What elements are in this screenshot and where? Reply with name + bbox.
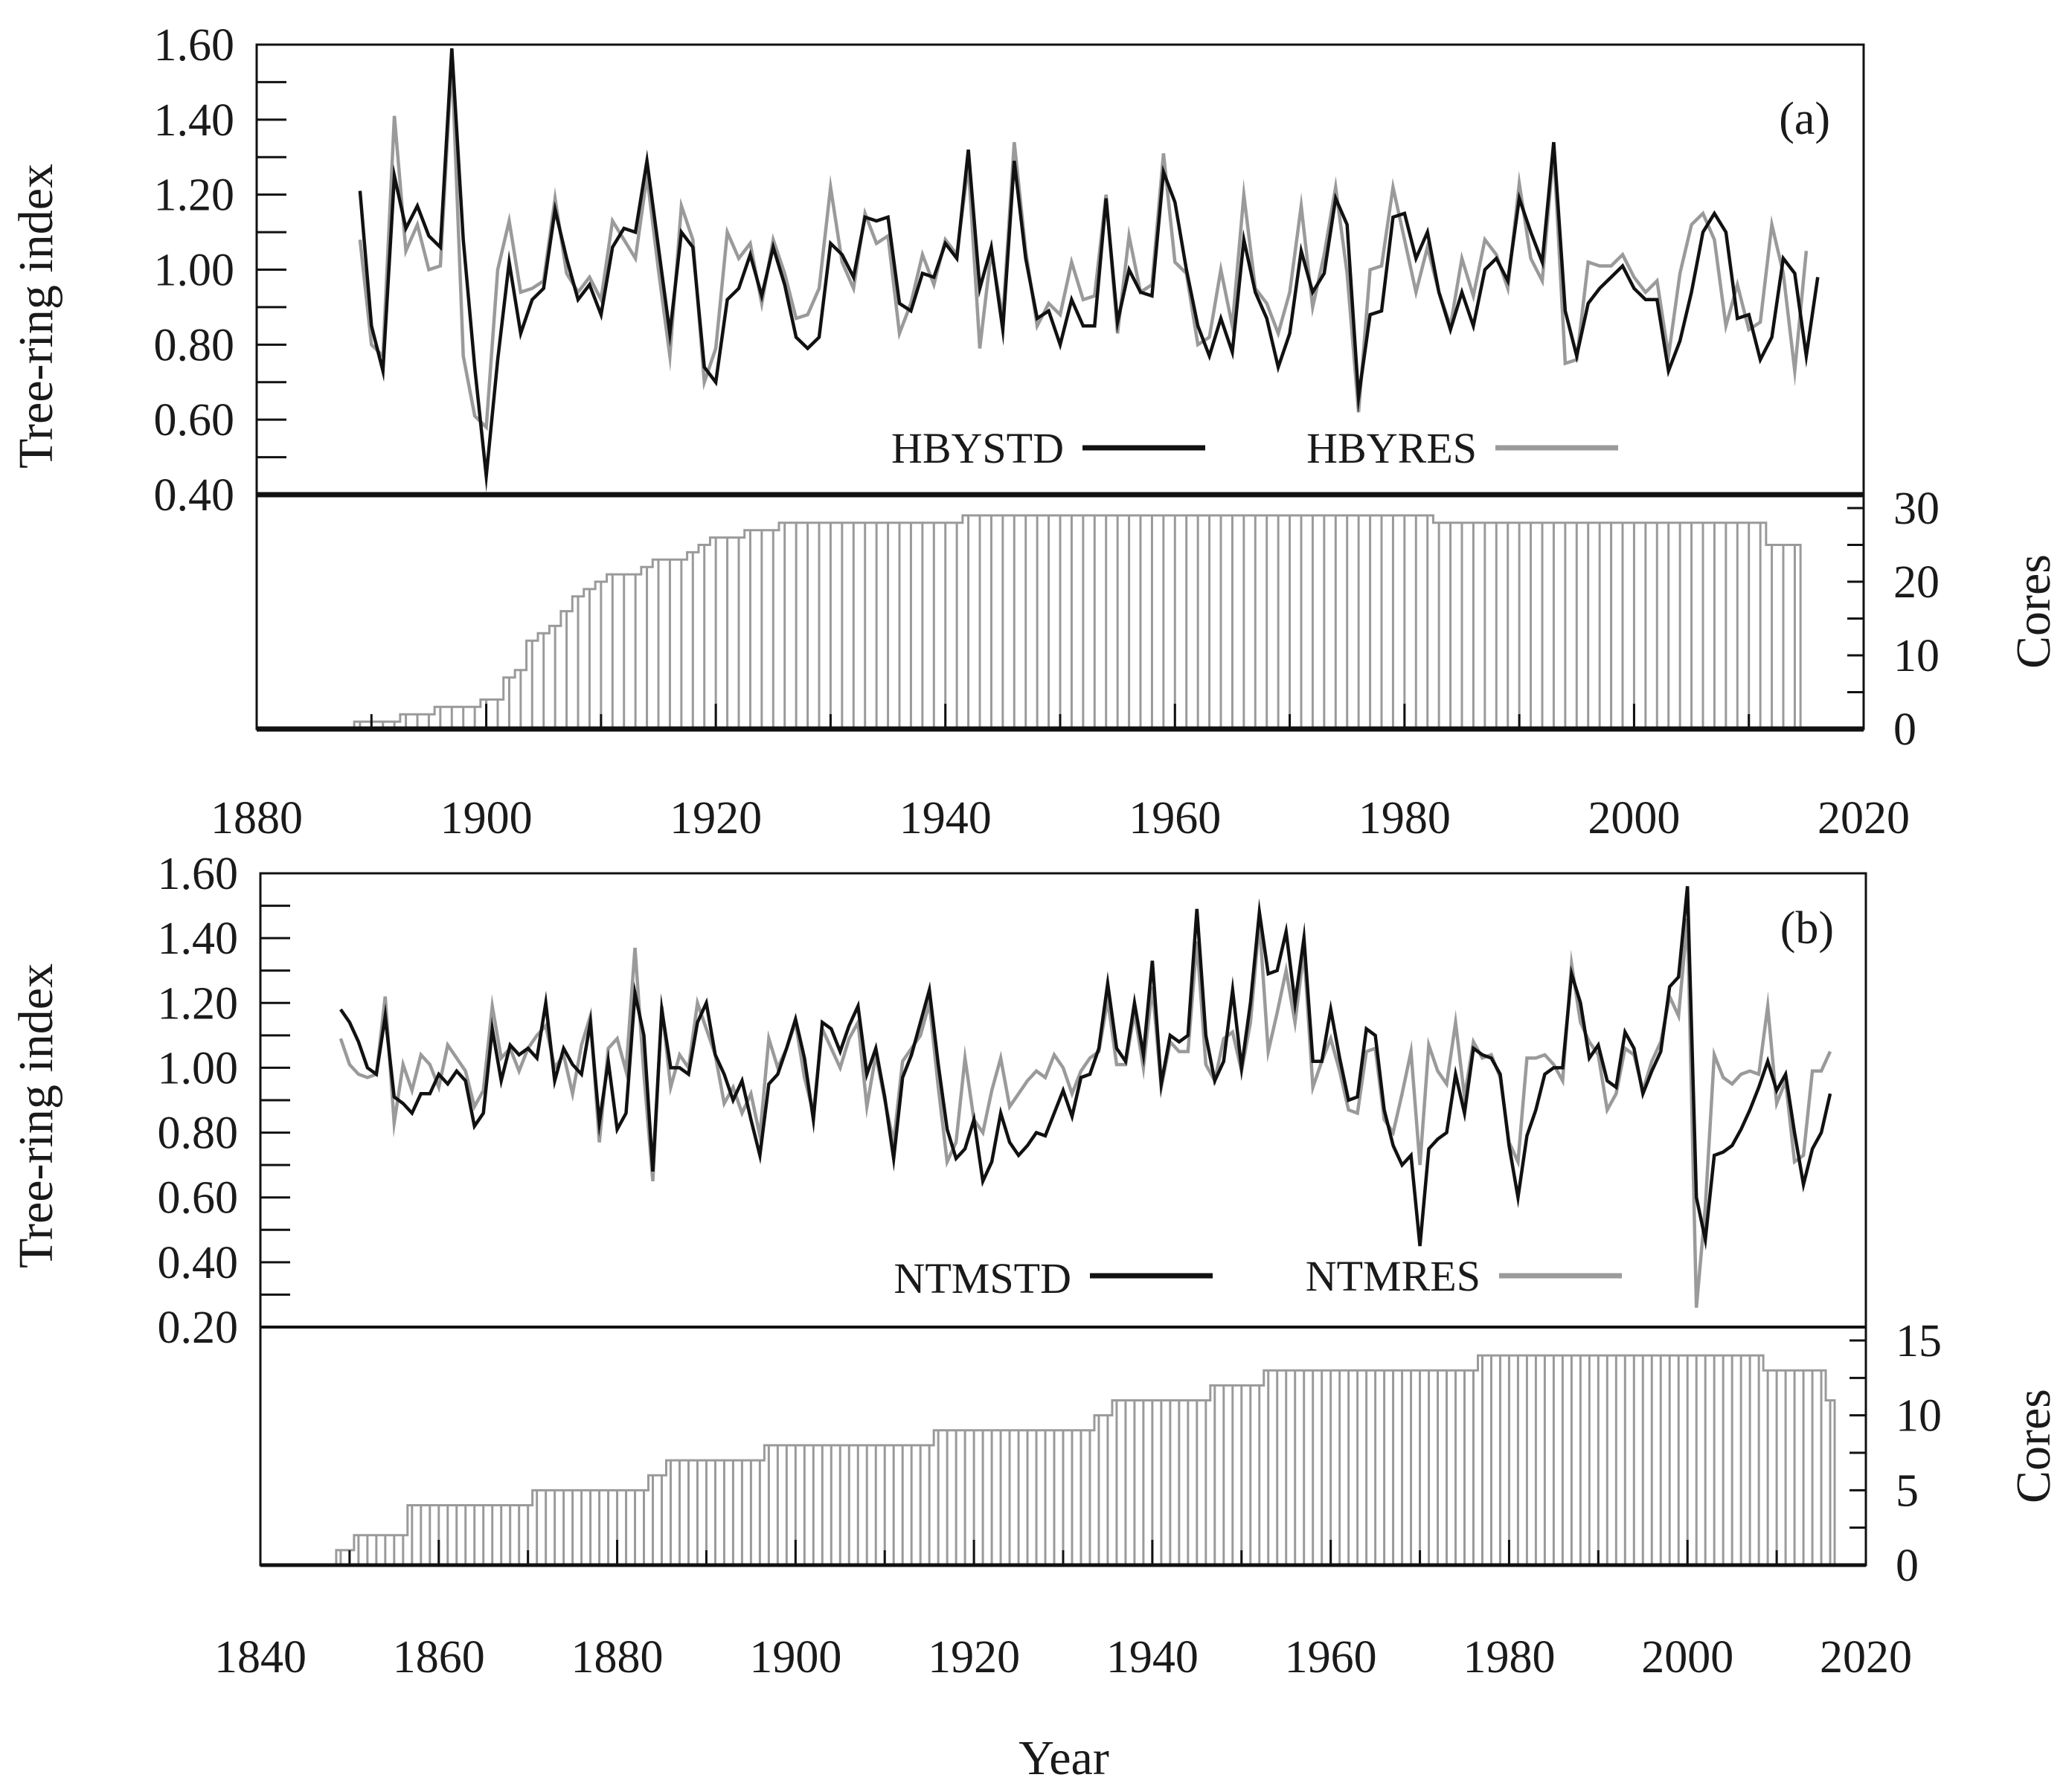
y-tick-label: 1.60 bbox=[158, 849, 239, 899]
y-tick-label: 1.20 bbox=[158, 978, 239, 1029]
x-tick-label: 1980 bbox=[1463, 1632, 1555, 1683]
panel-b-sample-depth-bars bbox=[335, 1354, 1836, 1565]
depth-outline bbox=[335, 1354, 1836, 1565]
depth-tick-label: 10 bbox=[1893, 631, 1940, 681]
y-tick-label: 1.00 bbox=[154, 245, 235, 296]
x-tick-label: 1960 bbox=[1285, 1632, 1377, 1683]
y-tick-label: 0.80 bbox=[158, 1108, 239, 1159]
panel-b-y-ticks: 0.20 0.40 0.60 0.80 1.00 1.20 1.40 1.60 bbox=[158, 849, 290, 1353]
legend-label-hbystd: HBYSTD bbox=[891, 424, 1064, 472]
panel-a-x-ticks: 1880 1900 1920 1940 1960 1980 2000 2020 bbox=[211, 704, 1910, 844]
depth-tick-label: 0 bbox=[1893, 704, 1916, 755]
series-line-ntmres bbox=[339, 918, 1832, 1308]
panel-a-series bbox=[358, 48, 1820, 492]
x-tick-label: 1940 bbox=[899, 793, 992, 844]
y-tick-label: 0.60 bbox=[158, 1173, 239, 1224]
x-tick-label: 1980 bbox=[1358, 793, 1451, 844]
legend-label-hbyres: HBYRES bbox=[1306, 424, 1477, 472]
y-tick-label: 1.40 bbox=[154, 95, 235, 146]
x-tick-label: 1920 bbox=[670, 793, 762, 844]
depth-outline bbox=[353, 514, 1802, 729]
panel-b-label: (b) bbox=[1780, 903, 1834, 954]
panel-a: 0.40 0.60 0.80 1.00 1.20 1.40 1.60 0 10 20 30 188… bbox=[9, 20, 2061, 844]
panel-b-x-ticks: 1840 1860 1880 1900 1920 1940 1960 1980 2000 2020 bbox=[214, 1540, 1912, 1683]
panel-b-series bbox=[339, 886, 1832, 1308]
y-tick-label: 1.60 bbox=[154, 20, 235, 71]
y-tick-label: 0.40 bbox=[158, 1238, 239, 1288]
x-tick-label: 1940 bbox=[1106, 1632, 1199, 1683]
depth-tick-label: 0 bbox=[1896, 1541, 1919, 1591]
panel-a-y-axis-title: Tree-ring index bbox=[9, 164, 63, 469]
x-tick-label: 2020 bbox=[1818, 793, 1910, 844]
y-tick-label: 1.40 bbox=[158, 913, 239, 964]
series-line-ntmstd bbox=[339, 886, 1832, 1250]
y-tick-label: 0.60 bbox=[154, 395, 235, 446]
depth-tick-label: 30 bbox=[1893, 484, 1940, 534]
panel-b-legend: NTMSTD NTMRES bbox=[894, 1252, 1622, 1303]
panel-a-legend: HBYSTD HBYRES bbox=[891, 424, 1618, 472]
y-tick-label: 0.80 bbox=[154, 320, 235, 370]
series-line-hbystd bbox=[358, 48, 1820, 492]
series-line-hbyres bbox=[358, 60, 1809, 431]
x-tick-label: 1880 bbox=[571, 1632, 664, 1683]
panel-a-sample-depth-bars bbox=[353, 514, 1802, 729]
legend-label-ntmstd: NTMSTD bbox=[894, 1254, 1071, 1303]
depth-tick-label: 5 bbox=[1896, 1465, 1919, 1516]
panel-a-depth-axis-title: Cores bbox=[2006, 554, 2061, 669]
x-tick-label: 2000 bbox=[1641, 1632, 1733, 1683]
x-axis-title: Year bbox=[1018, 1731, 1109, 1785]
depth-tick-label: 20 bbox=[1893, 557, 1940, 608]
x-tick-label: 1920 bbox=[928, 1632, 1020, 1683]
x-tick-label: 1860 bbox=[393, 1632, 485, 1683]
x-tick-label: 1840 bbox=[214, 1632, 307, 1683]
panel-a-y-ticks: 0.40 0.60 0.80 1.00 1.20 1.40 1.60 bbox=[154, 20, 286, 521]
depth-tick-label: 15 bbox=[1896, 1316, 1942, 1367]
y-tick-label: 1.00 bbox=[158, 1043, 239, 1093]
x-tick-label: 1900 bbox=[749, 1632, 841, 1683]
panel-a-depth-y-ticks: 0 10 20 30 bbox=[1847, 484, 1940, 755]
x-tick-label: 1880 bbox=[211, 793, 303, 844]
x-tick-label: 2000 bbox=[1588, 793, 1680, 844]
x-tick-label: 2020 bbox=[1820, 1632, 1912, 1683]
legend-label-ntmres: NTMRES bbox=[1306, 1252, 1480, 1300]
y-tick-label: 0.20 bbox=[158, 1303, 239, 1353]
depth-tick-label: 10 bbox=[1896, 1391, 1942, 1442]
panel-b-depth-y-ticks: 0 5 10 15 bbox=[1850, 1316, 1942, 1591]
x-tick-label: 1900 bbox=[440, 793, 533, 844]
x-tick-label: 1960 bbox=[1129, 793, 1221, 844]
panel-b-depth-axis-title: Cores bbox=[2006, 1389, 2061, 1503]
y-tick-label: 0.40 bbox=[154, 470, 235, 521]
panel-a-label: (a) bbox=[1779, 94, 1830, 144]
panel-b-y-axis-title: Tree-ring index bbox=[9, 963, 63, 1268]
y-tick-label: 1.20 bbox=[154, 170, 235, 221]
panel-b: 0.200.400.600.801.001.201.401.60 051015 … bbox=[9, 849, 2061, 1683]
